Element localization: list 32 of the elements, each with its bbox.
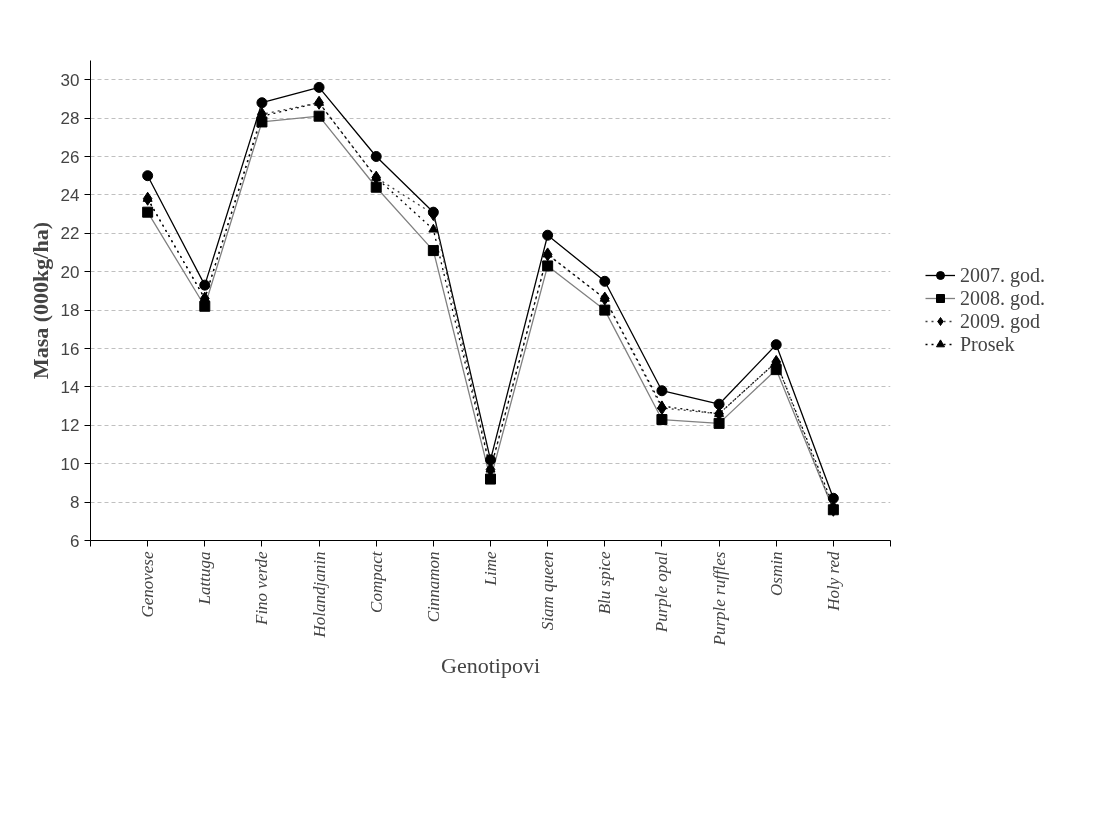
y-tick-label: 14	[60, 377, 80, 397]
x-tick-label: Purple opal	[652, 551, 672, 634]
x-tick-label: Fino verde	[252, 551, 272, 626]
y-tick-label: 20	[60, 262, 80, 282]
y-axis-title: Masa (000kg/ha)	[27, 221, 53, 380]
y-tick-label: 30	[60, 70, 80, 90]
x-tick-label: Osmin	[766, 551, 786, 596]
x-axis-title: Genotipovi	[441, 653, 541, 679]
x-tick-label: Lattuga	[195, 551, 215, 606]
y-tick-label: 24	[60, 185, 80, 205]
legend-label: 2009. god	[960, 309, 1040, 333]
x-tick-label: Holandjanin	[309, 551, 329, 639]
y-tick-label: 28	[60, 109, 80, 129]
y-tick-label: 8	[70, 493, 80, 513]
x-tick-label: Siam queen	[538, 551, 558, 631]
y-tick-label: 26	[60, 147, 80, 167]
y-tick-label: 22	[60, 224, 80, 244]
x-tick-label: Purple ruffles	[709, 551, 729, 647]
x-tick-label: Blu spice	[595, 551, 615, 615]
y-tick-label: 12	[60, 416, 80, 436]
x-tick-label: Lime	[481, 551, 500, 587]
y-tick-label: 18	[60, 301, 80, 321]
y-tick-label: 16	[60, 339, 80, 359]
legend-label: Prosek	[960, 332, 1015, 356]
x-tick-label: Compact	[366, 550, 386, 613]
y-tick-label: 6	[70, 531, 80, 551]
y-tick-label: 10	[60, 454, 80, 474]
x-tick-label: Cinnamon	[423, 551, 443, 623]
legend-label: 2007. god.	[960, 263, 1045, 287]
legend-label: 2008. god.	[960, 286, 1045, 310]
x-tick-label: Holy red	[823, 551, 843, 612]
x-tick-label: Genovese	[138, 551, 158, 618]
